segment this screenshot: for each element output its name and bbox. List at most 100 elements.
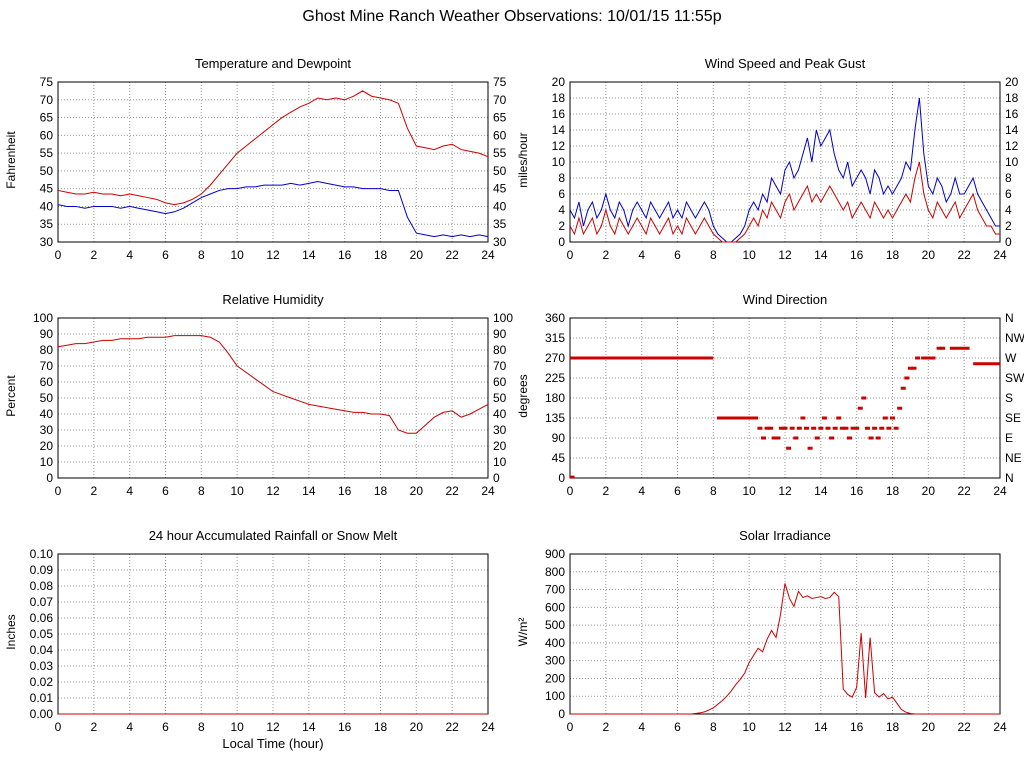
- svg-text:10: 10: [230, 484, 244, 498]
- svg-text:6: 6: [1005, 187, 1012, 201]
- svg-text:70: 70: [493, 93, 507, 107]
- svg-text:20: 20: [552, 75, 566, 89]
- plot-frame: [569, 553, 1001, 715]
- svg-text:10: 10: [230, 720, 244, 734]
- chart-title: Temperature and Dewpoint: [194, 56, 352, 71]
- svg-text:24: 24: [481, 248, 495, 262]
- svg-text:0: 0: [493, 471, 500, 485]
- svg-text:0.09: 0.09: [30, 563, 54, 577]
- svg-text:22: 22: [957, 720, 971, 734]
- svg-text:180: 180: [545, 391, 565, 405]
- svg-text:2: 2: [602, 484, 609, 498]
- svg-text:50: 50: [493, 391, 507, 405]
- svg-text:16: 16: [338, 248, 352, 262]
- svg-text:E: E: [1005, 431, 1013, 445]
- svg-text:SE: SE: [1005, 411, 1021, 425]
- svg-text:22: 22: [957, 248, 971, 262]
- svg-text:14: 14: [814, 248, 828, 262]
- svg-text:8: 8: [198, 248, 205, 262]
- svg-text:16: 16: [850, 720, 864, 734]
- svg-text:65: 65: [493, 111, 507, 125]
- plot-frame: [57, 81, 489, 243]
- svg-text:4: 4: [638, 720, 645, 734]
- svg-text:135: 135: [545, 411, 565, 425]
- svg-text:40: 40: [493, 199, 507, 213]
- svg-text:80: 80: [493, 343, 507, 357]
- plot-frame: [569, 317, 1001, 479]
- svg-text:0: 0: [558, 707, 565, 721]
- series-dewpoint: [57, 181, 489, 238]
- svg-text:45: 45: [552, 451, 566, 465]
- svg-text:20: 20: [922, 720, 936, 734]
- svg-text:20: 20: [922, 248, 936, 262]
- svg-text:90: 90: [493, 327, 507, 341]
- svg-text:SW: SW: [1005, 371, 1024, 385]
- svg-text:2: 2: [90, 484, 97, 498]
- svg-text:18: 18: [374, 248, 388, 262]
- svg-text:0: 0: [558, 471, 565, 485]
- svg-text:18: 18: [374, 720, 388, 734]
- series-wind-speed: [569, 161, 1000, 243]
- x-axis-label: Local Time (hour): [222, 736, 324, 751]
- chart-title: Wind Speed and Peak Gust: [704, 56, 866, 71]
- svg-text:8: 8: [1005, 171, 1012, 185]
- svg-text:20: 20: [1005, 75, 1019, 89]
- plot-rainfall: 0.00 0.01 0.02 0.03 0.04 0.05 0.06 0.07 0.08 0.09…: [30, 547, 495, 734]
- svg-text:14: 14: [302, 484, 316, 498]
- svg-text:NE: NE: [1005, 451, 1022, 465]
- svg-text:40: 40: [40, 199, 54, 213]
- svg-text:200: 200: [545, 671, 565, 685]
- svg-text:0.07: 0.07: [30, 595, 54, 609]
- svg-text:20: 20: [493, 439, 507, 453]
- svg-text:12: 12: [778, 248, 792, 262]
- svg-text:0.02: 0.02: [30, 675, 54, 689]
- svg-text:10: 10: [742, 248, 756, 262]
- svg-text:2: 2: [602, 720, 609, 734]
- svg-text:2: 2: [90, 248, 97, 262]
- svg-text:6: 6: [162, 720, 169, 734]
- svg-text:14: 14: [814, 484, 828, 498]
- svg-text:12: 12: [552, 139, 566, 153]
- svg-text:0: 0: [46, 471, 53, 485]
- plot-frame: [57, 317, 489, 479]
- svg-text:16: 16: [850, 484, 864, 498]
- svg-text:0.10: 0.10: [30, 547, 54, 561]
- svg-text:6: 6: [558, 187, 565, 201]
- svg-text:50: 50: [40, 164, 54, 178]
- svg-text:80: 80: [40, 343, 54, 357]
- svg-text:16: 16: [850, 248, 864, 262]
- svg-text:45: 45: [40, 182, 54, 196]
- chart-title: Solar Irradiance: [739, 528, 831, 543]
- svg-text:4: 4: [638, 484, 645, 498]
- svg-text:4: 4: [638, 248, 645, 262]
- svg-text:30: 30: [493, 235, 507, 249]
- svg-text:300: 300: [545, 654, 565, 668]
- svg-text:NW: NW: [1005, 331, 1024, 345]
- svg-text:10: 10: [1005, 155, 1019, 169]
- svg-text:18: 18: [886, 720, 900, 734]
- chart-title: 24 hour Accumulated Rainfall or Snow Mel…: [148, 528, 398, 543]
- svg-text:14: 14: [814, 720, 828, 734]
- svg-text:14: 14: [1005, 123, 1019, 137]
- svg-text:4: 4: [126, 720, 133, 734]
- svg-text:70: 70: [493, 359, 507, 373]
- svg-text:30: 30: [40, 423, 54, 437]
- page-title: Ghost Mine Ranch Weather Observations: 1…: [302, 8, 722, 25]
- svg-text:50: 50: [40, 391, 54, 405]
- svg-text:10: 10: [230, 248, 244, 262]
- svg-text:10: 10: [742, 484, 756, 498]
- svg-text:0.01: 0.01: [30, 691, 54, 705]
- svg-text:0.04: 0.04: [30, 643, 54, 657]
- svg-text:70: 70: [40, 93, 54, 107]
- svg-text:10: 10: [742, 720, 756, 734]
- svg-text:4: 4: [126, 248, 133, 262]
- svg-text:400: 400: [545, 636, 565, 650]
- svg-text:0: 0: [1005, 235, 1012, 249]
- svg-text:0: 0: [567, 720, 574, 734]
- svg-text:35: 35: [40, 217, 54, 231]
- series-relative-humidity: [57, 335, 489, 434]
- svg-text:8: 8: [198, 720, 205, 734]
- svg-text:500: 500: [545, 618, 565, 632]
- svg-text:60: 60: [493, 375, 507, 389]
